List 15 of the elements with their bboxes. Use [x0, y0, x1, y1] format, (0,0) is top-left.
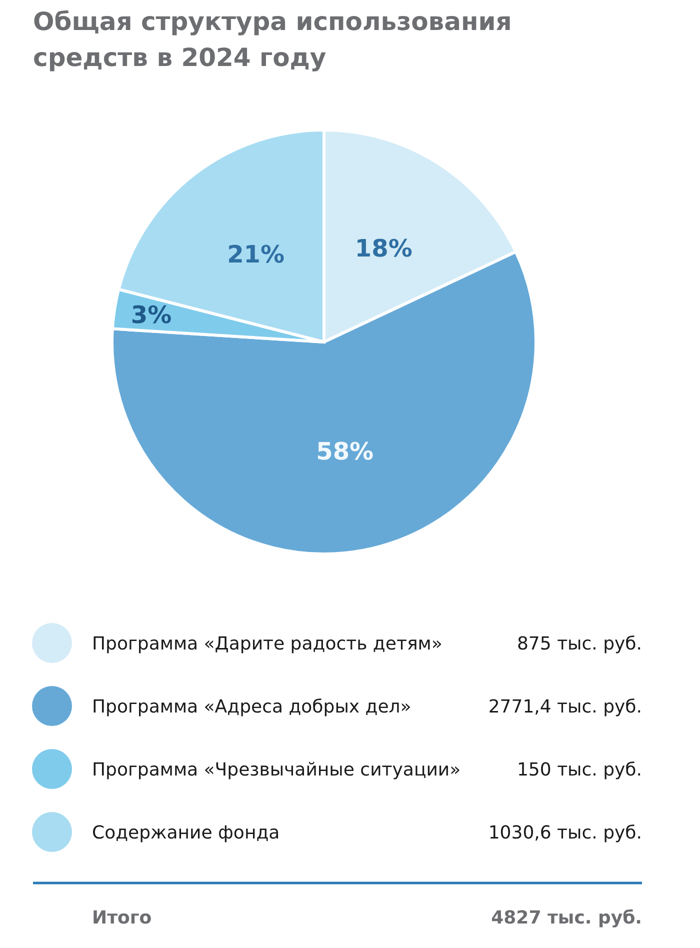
- chart-title: Общая структура использования средств в 2024 году: [33, 7, 512, 72]
- legend-label: Содержание фонда: [92, 822, 280, 844]
- text: Итого: [92, 907, 152, 928]
- text: 150 тыс. руб.: [516, 759, 642, 780]
- text: 1030,6 тыс. руб.: [488, 822, 642, 844]
- legend-label: Программа «Чрезвычайные ситуации»: [92, 759, 461, 780]
- text: 875 тыс. руб.: [516, 633, 642, 654]
- data-label: 58%: [316, 438, 374, 466]
- text: 2771,4 тыс. руб.: [488, 696, 642, 718]
- legend-label: Программа «Дарите радость детям»: [92, 633, 442, 654]
- text: 4827 тыс. руб.: [491, 907, 642, 928]
- data-label: 18%: [354, 234, 412, 262]
- data-label: 3%: [130, 301, 172, 330]
- legend-label: Программа «Адреса добрых дел»: [92, 696, 412, 718]
- data-label: 21%: [227, 240, 285, 268]
